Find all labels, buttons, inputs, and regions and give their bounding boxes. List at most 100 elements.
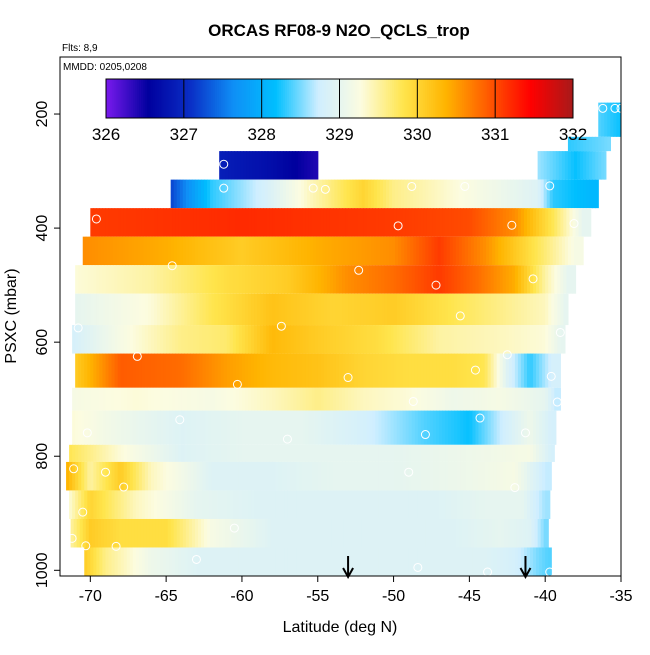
heatmap-cell	[423, 444, 428, 462]
heatmap-cell	[355, 236, 360, 266]
heatmap-cell	[434, 518, 439, 548]
heatmap-cell	[338, 490, 343, 519]
heatmap-cell	[132, 387, 137, 411]
heatmap-cell	[332, 444, 337, 462]
heatmap-cell	[432, 208, 437, 237]
heatmap-cell	[348, 547, 352, 576]
heatmap-band	[90, 208, 592, 237]
colorbar-segment	[569, 79, 572, 118]
heatmap-cell	[181, 293, 185, 326]
heatmap-cell	[481, 208, 486, 237]
heatmap-cell	[522, 518, 527, 548]
sample-point	[78, 507, 88, 517]
heatmap-cell	[439, 208, 443, 237]
heatmap-cell	[533, 265, 537, 294]
heatmap-cell	[487, 444, 492, 462]
heatmap-cell	[533, 293, 537, 326]
heatmap-cell	[508, 444, 513, 462]
heatmap-cell	[261, 518, 266, 548]
heatmap-cell	[272, 444, 276, 462]
heatmap-cell	[560, 325, 564, 354]
sample-point	[546, 371, 556, 381]
heatmap-cell	[166, 353, 170, 388]
heatmap-cell	[238, 265, 243, 294]
heatmap-cell	[138, 461, 143, 491]
heatmap-cell	[499, 490, 504, 519]
heatmap-cell	[154, 353, 158, 388]
heatmap-cell	[211, 547, 216, 576]
heatmap-cell	[513, 518, 517, 548]
heatmap-cell	[426, 490, 431, 519]
heatmap-cell	[288, 151, 293, 180]
heatmap-cell	[539, 353, 543, 388]
heatmap-cell	[120, 444, 125, 462]
heatmap-band	[219, 151, 319, 180]
heatmap-cell	[332, 410, 337, 445]
heatmap-cell	[511, 461, 516, 491]
heatmap-cell	[423, 293, 428, 326]
heatmap-cell	[423, 461, 428, 491]
heatmap-cell	[337, 179, 342, 209]
heatmap-cell	[184, 325, 188, 354]
heatmap-cell	[323, 490, 328, 519]
sample-point	[483, 567, 493, 576]
heatmap-cell	[293, 208, 298, 237]
heatmap-cell	[175, 410, 179, 445]
heatmap-cell	[384, 387, 389, 411]
heatmap-cell	[342, 208, 346, 237]
heatmap-cell	[460, 387, 464, 411]
heatmap-cell	[111, 208, 116, 237]
heatmap-cell	[305, 444, 310, 462]
heatmap-cell	[225, 179, 229, 209]
heatmap-cell	[302, 461, 307, 491]
heatmap-cell	[407, 179, 411, 209]
colorbar-segment	[133, 79, 136, 118]
heatmap-cell	[169, 293, 173, 326]
heatmap-cell	[176, 518, 181, 548]
heatmap-cell	[120, 353, 125, 388]
heatmap-cell	[320, 387, 325, 411]
heatmap-cell	[405, 387, 410, 411]
heatmap-cell	[583, 179, 587, 209]
heatmap-cell	[487, 325, 492, 354]
heatmap-cell	[187, 410, 191, 445]
heatmap-cell	[287, 490, 292, 519]
heatmap-cell	[282, 236, 287, 266]
heatmap-cell	[454, 265, 458, 294]
colorbar-segment	[294, 79, 298, 118]
heatmap-cell	[511, 410, 516, 445]
heatmap-cell	[260, 265, 264, 294]
heatmap-cell	[76, 518, 81, 548]
heatmap-cell	[205, 208, 210, 237]
heatmap-cell	[399, 410, 404, 445]
heatmap-cell	[329, 353, 334, 388]
heatmap-cell	[266, 444, 270, 462]
heatmap-cell	[348, 387, 352, 411]
heatmap-cell	[193, 410, 198, 445]
heatmap-cell	[131, 236, 135, 266]
heatmap-cell	[548, 353, 552, 388]
heatmap-cell	[466, 325, 470, 354]
heatmap-cell	[496, 293, 501, 326]
heatmap-cell	[411, 265, 416, 294]
heatmap-cell	[141, 387, 146, 411]
heatmap-cell	[526, 547, 531, 576]
colorbar-segment	[450, 79, 453, 118]
heatmap-cell	[478, 293, 483, 326]
heatmap-cell	[411, 387, 416, 411]
heatmap-cell	[248, 410, 252, 445]
colorbar-segment	[224, 79, 228, 118]
heatmap-cell	[228, 518, 232, 548]
heatmap-cell	[369, 208, 373, 237]
heatmap-cell	[220, 353, 225, 388]
heatmap-cell	[138, 490, 143, 519]
heatmap-cell	[466, 410, 470, 445]
heatmap-cell	[307, 518, 311, 548]
heatmap-cell	[252, 236, 257, 266]
heatmap-cell	[510, 518, 514, 548]
heatmap-cell	[229, 461, 234, 491]
heatmap-cell	[369, 461, 373, 491]
heatmap-cell	[372, 353, 376, 388]
heatmap-cell	[481, 325, 486, 354]
heatmap-cell	[523, 490, 528, 519]
